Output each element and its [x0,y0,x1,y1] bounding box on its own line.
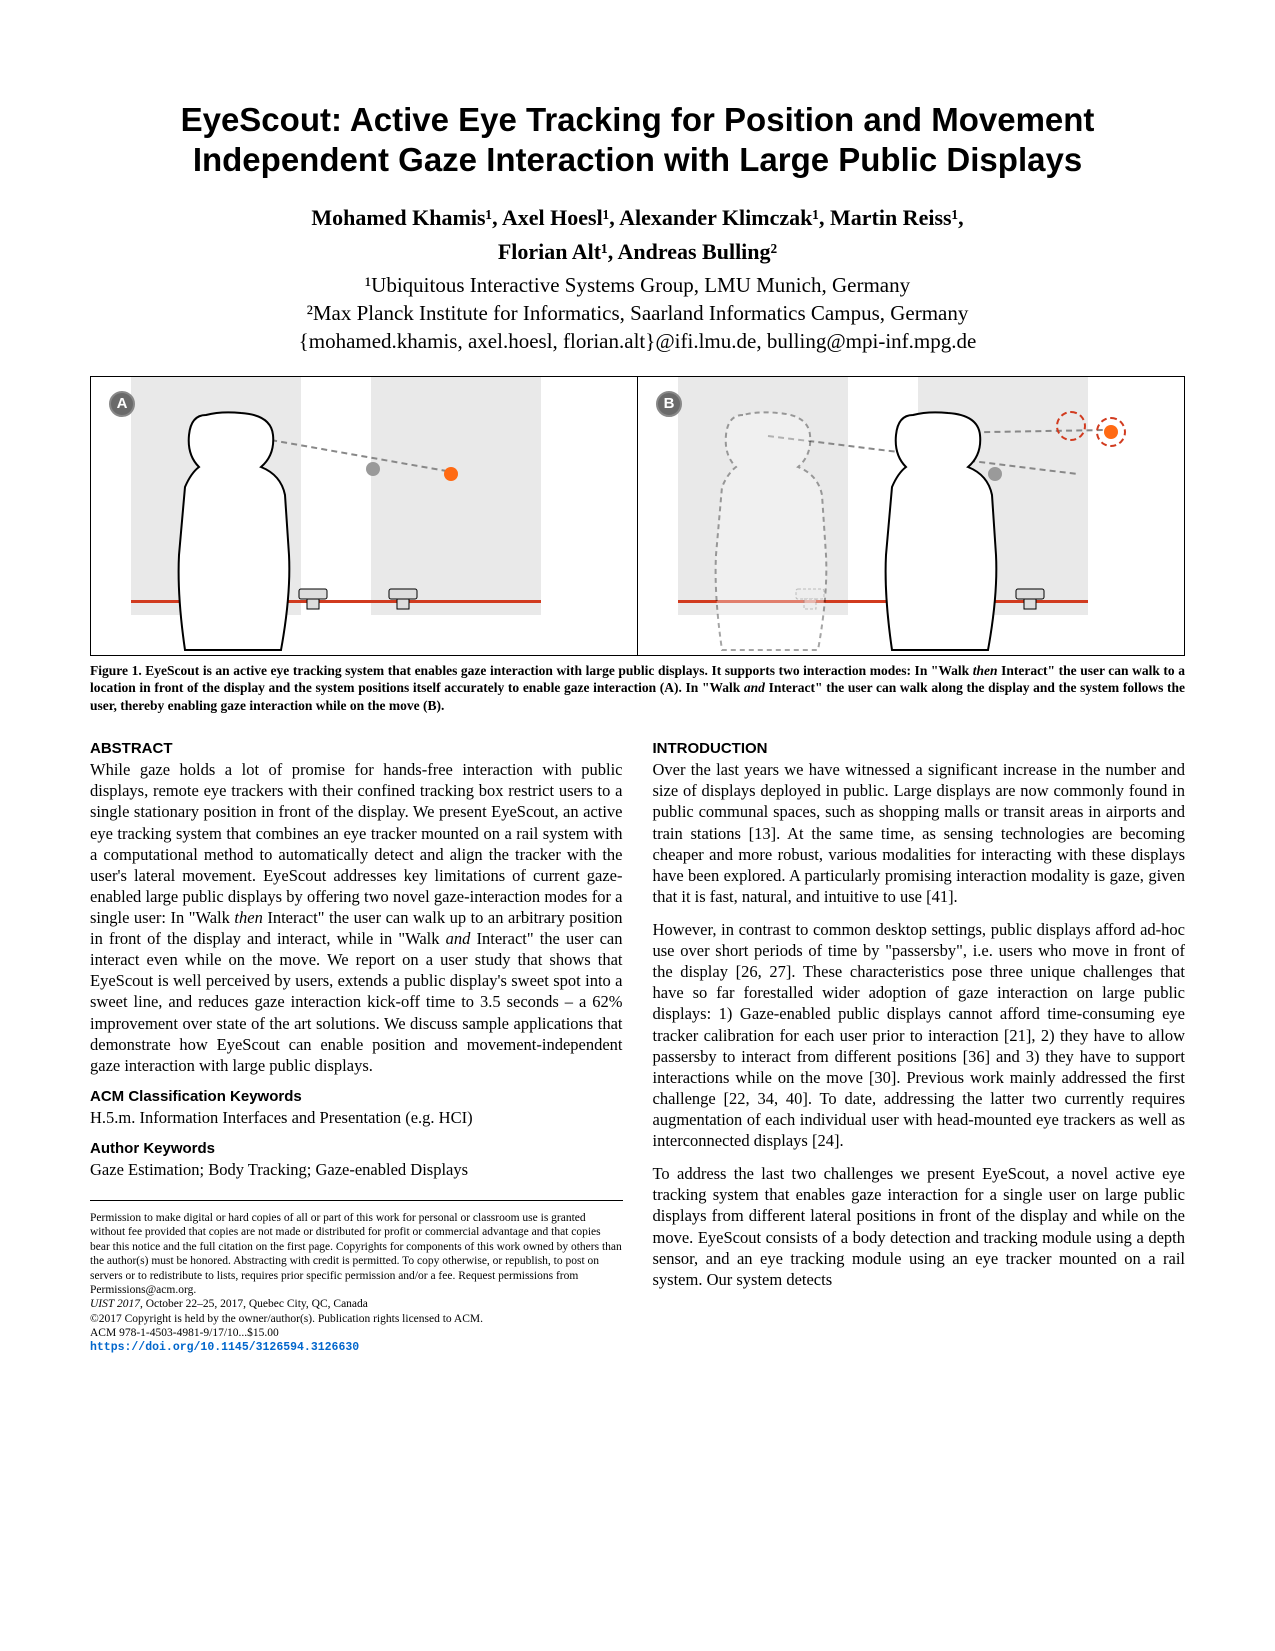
author-emails: {mohamed.khamis, axel.hoesl, florian.alt… [90,327,1185,355]
figure-1: A B [90,376,1185,656]
permission-text: Permission to make digital or hard copie… [90,1211,623,1297]
figure-panel-a: A [91,377,637,655]
keywords-body: Gaze Estimation; Body Tracking; Gaze-ena… [90,1159,623,1180]
keywords-heading: Author Keywords [90,1140,623,1157]
venue-details: , October 22–25, 2017, Quebec City, QC, … [140,1298,368,1310]
author-line-1: Mohamed Khamis¹, Axel Hoesl¹, Alexander … [90,203,1185,233]
intro-paragraph-3: To address the last two challenges we pr… [653,1163,1186,1290]
affiliation-1: ¹Ubiquitous Interactive Systems Group, L… [90,271,1185,299]
caption-then: then [973,663,998,678]
venue-name: UIST 2017 [90,1298,140,1310]
intro-paragraph-2: However, in contrast to common desktop s… [653,919,1186,1151]
figure-panel-b: B [637,377,1184,655]
affiliation-2: ²Max Planck Institute for Informatics, S… [90,299,1185,327]
introduction-heading: INTRODUCTION [653,740,1186,757]
right-column: INTRODUCTION Over the last years we have… [653,734,1186,1356]
copyright-line-2: ACM 978-1-4503-4981-9/17/10...$15.00 [90,1326,623,1340]
doi-link[interactable]: https://doi.org/10.1145/3126594.3126630 [90,1341,359,1354]
left-column: ABSTRACT While gaze holds a lot of promi… [90,734,623,1356]
paper-title: EyeScout: Active Eye Tracking for Positi… [90,100,1185,179]
tracker-icon [788,579,832,615]
permission-block: Permission to make digital or hard copie… [90,1200,623,1356]
copyright-line-1: ©2017 Copyright is held by the owner/aut… [90,1312,623,1326]
abstract-body: While gaze holds a lot of promise for ha… [90,759,623,1076]
abstract-text: While gaze holds a lot of promise for ha… [90,760,623,927]
abstract-and: and [446,929,471,948]
abstract-then: then [234,908,262,927]
user-silhouette-icon [141,395,311,655]
abstract-heading: ABSTRACT [90,740,623,757]
author-line-2: Florian Alt¹, Andreas Bulling² [90,237,1185,267]
user-silhouette-ghost-icon [678,395,848,655]
caption-and: and [744,680,765,695]
abstract-text: Interact" the user can interact even whi… [90,929,623,1075]
user-silhouette-icon [848,395,1018,655]
tracker-icon [381,579,425,615]
figure-1-caption: Figure 1. EyeScout is an active eye trac… [90,662,1185,715]
intro-paragraph-1: Over the last years we have witnessed a … [653,759,1186,907]
acm-body: H.5.m. Information Interfaces and Presen… [90,1107,623,1128]
acm-heading: ACM Classification Keywords [90,1088,623,1105]
panel-a-label: A [109,391,135,417]
caption-text: Figure 1. EyeScout is an active eye trac… [90,663,973,678]
